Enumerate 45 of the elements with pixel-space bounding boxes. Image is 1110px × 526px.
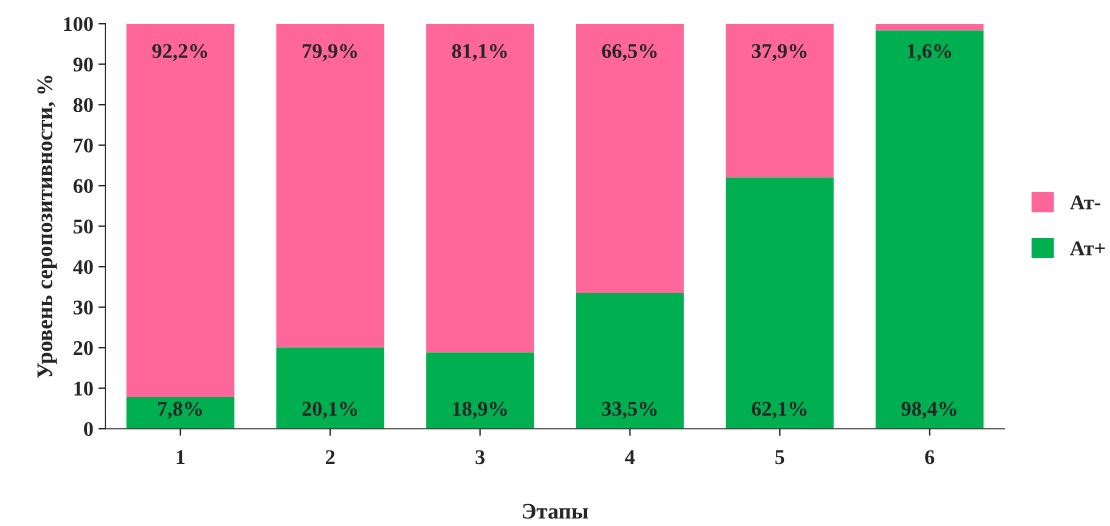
bar: [426, 352, 535, 429]
y-tick-label: 60: [73, 179, 93, 194]
legend-label: Ат+: [1070, 241, 1105, 256]
data-label: 81,1%: [452, 43, 507, 62]
y-tick-label: 10: [74, 381, 93, 396]
data-label: 18,9%: [453, 401, 507, 419]
bar: [126, 23, 235, 398]
y-tick-label: 80: [73, 98, 93, 113]
bar: [575, 293, 684, 429]
x-tick-label: 6: [925, 450, 935, 465]
y-tick-label: 20: [73, 341, 93, 356]
data-label: 37,9%: [751, 43, 807, 62]
y-tick-label: 100: [64, 17, 93, 32]
x-tick-label: 2: [325, 450, 335, 464]
bar: [575, 23, 684, 294]
y-tick-label: 0: [84, 422, 93, 437]
data-label: 1,6%: [907, 43, 952, 62]
bar: [875, 30, 984, 429]
data-label: 66,5%: [601, 43, 657, 62]
bar: [276, 347, 385, 429]
x-tick-label: 1: [176, 450, 185, 464]
x-tick-label: 5: [775, 450, 785, 465]
y-tick-label: 30: [73, 300, 93, 315]
x-tick-label: 3: [475, 450, 485, 465]
y-tick-label: 90: [73, 57, 93, 72]
bar: [725, 23, 834, 178]
y-axis-title: Уровень серопозитивности, %: [37, 75, 57, 379]
data-label: 33,5%: [602, 401, 657, 419]
x-axis-title: Этапы: [522, 503, 589, 519]
x-tick-label: 4: [625, 450, 635, 464]
y-tick-label: 40: [73, 260, 93, 275]
bar: [276, 23, 385, 348]
y-tick-label: 50: [73, 219, 93, 234]
data-label: 20,1%: [302, 401, 357, 419]
bar: [126, 397, 235, 429]
data-label: 92,2%: [152, 43, 208, 62]
bar: [426, 23, 535, 353]
legend-label: Ат-: [1070, 195, 1101, 210]
data-label: 98,4%: [901, 401, 957, 419]
data-label: 62,1%: [751, 401, 807, 419]
y-tick-label: 70: [74, 138, 93, 153]
data-label: 79,9%: [302, 43, 357, 62]
bar: [725, 177, 834, 429]
data-label: 7,8%: [158, 401, 202, 419]
bar: [875, 23, 984, 31]
